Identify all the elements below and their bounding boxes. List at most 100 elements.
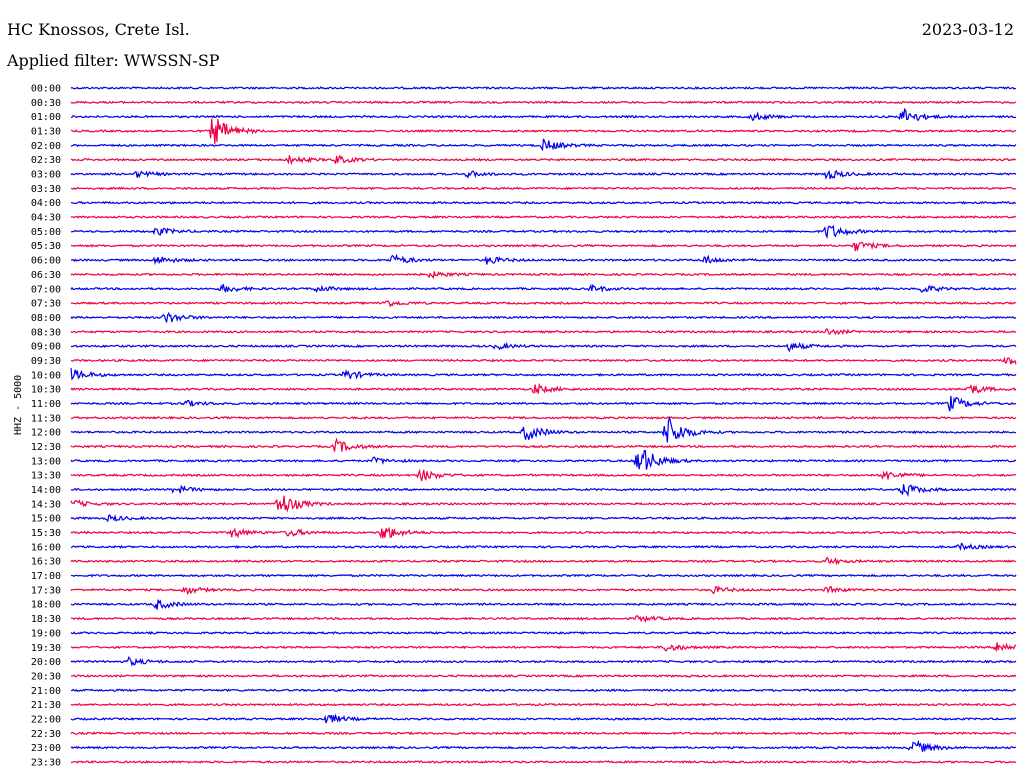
seismogram-trace <box>71 673 1017 678</box>
seismogram-trace <box>71 300 1017 308</box>
seismogram-trace <box>70 526 1017 540</box>
row-time-label: 19:00 <box>31 628 61 639</box>
row-time-label: 11:00 <box>31 399 61 410</box>
row-time-label: 04:30 <box>31 213 61 224</box>
row-time-label: 23:00 <box>31 743 61 754</box>
seismogram-trace <box>70 382 1017 394</box>
seismogram-trace <box>70 341 1017 353</box>
row-time-label: 17:30 <box>31 585 61 596</box>
seismogram-trace <box>70 585 1017 596</box>
seismogram-trace <box>70 495 1017 513</box>
row-time-label: 20:00 <box>31 657 61 668</box>
seismogram-trace <box>70 642 1016 653</box>
row-time-label: 06:00 <box>31 256 61 267</box>
seismogram-trace <box>70 468 1017 482</box>
row-time-label: 01:30 <box>31 127 61 138</box>
seismogram-trace <box>70 169 1017 180</box>
row-time-label: 03:00 <box>31 170 61 181</box>
station-title: HC Knossos, Crete Isl. <box>7 20 190 39</box>
row-time-label: 14:00 <box>31 485 61 496</box>
row-time-label: 07:30 <box>31 299 61 310</box>
seismogram-trace <box>70 614 1017 623</box>
row-time-label: 02:30 <box>31 155 61 166</box>
row-time-label: 10:00 <box>31 370 61 381</box>
seismogram-trace <box>70 688 1017 693</box>
seismogram-trace <box>70 356 1017 365</box>
row-time-label: 02:00 <box>31 141 61 152</box>
row-time-label: 08:30 <box>31 327 61 338</box>
row-time-label: 06:30 <box>31 270 61 281</box>
row-time-label: 17:00 <box>31 571 61 582</box>
row-time-label: 13:00 <box>31 456 61 467</box>
seismogram-trace <box>70 739 1017 752</box>
seismogram-trace <box>70 484 1017 497</box>
filter-label: Applied filter: WWSSN-SP <box>7 51 220 70</box>
row-time-label: 09:00 <box>31 342 61 353</box>
row-time-label: 10:30 <box>31 385 61 396</box>
row-time-label: 15:30 <box>31 528 61 539</box>
seismogram-trace <box>70 186 1017 191</box>
row-time-label: 04:00 <box>31 198 61 209</box>
seismogram-trace <box>70 713 1017 724</box>
row-time-label: 00:30 <box>31 98 61 109</box>
row-time-label: 09:30 <box>31 356 61 367</box>
seismogram-trace <box>70 542 1016 551</box>
seismogram-trace <box>70 224 1017 240</box>
row-time-label: 21:30 <box>31 700 61 711</box>
seismogram-trace <box>70 85 1017 90</box>
seismogram-trace <box>70 107 1017 121</box>
row-time-label: 05:30 <box>31 241 61 252</box>
seismogram-trace <box>70 253 1017 266</box>
row-time-label: 20:30 <box>31 671 61 682</box>
row-time-label: 16:30 <box>31 557 61 568</box>
seismogram-trace <box>70 367 1017 381</box>
seismogram-trace <box>70 283 1017 294</box>
seismogram-trace <box>70 311 1017 323</box>
seismogram-trace <box>70 556 1017 566</box>
seismogram-trace <box>70 760 1017 764</box>
seismogram-trace <box>70 215 1017 219</box>
row-time-label: 12:00 <box>31 428 61 439</box>
row-time-label: 18:00 <box>31 600 61 611</box>
date-label: 2023-03-12 <box>921 20 1014 39</box>
seismogram-trace <box>70 271 1017 280</box>
seismogram-trace <box>70 415 1017 420</box>
row-time-label: 15:00 <box>31 514 61 525</box>
seismogram-trace <box>70 599 1017 610</box>
row-time-label: 07:00 <box>31 284 61 295</box>
row-time-label: 11:30 <box>31 413 61 424</box>
seismogram-trace <box>71 154 1017 166</box>
row-time-label: 21:00 <box>31 686 61 697</box>
row-time-label: 16:00 <box>31 542 61 553</box>
seismogram-trace <box>70 200 1017 205</box>
row-time-label: 19:30 <box>31 643 61 654</box>
seismogram-trace <box>70 437 1017 452</box>
seismogram-trace <box>70 415 1017 443</box>
row-time-label: 22:30 <box>31 729 61 740</box>
seismogram-trace <box>70 395 1017 412</box>
row-time-label: 05:00 <box>31 227 61 238</box>
row-time-label: 14:30 <box>31 499 61 510</box>
seismogram-trace <box>70 630 1017 635</box>
seismogram-trace <box>70 138 1017 152</box>
seismogram-trace <box>70 328 1017 336</box>
row-time-label: 13:30 <box>31 471 61 482</box>
row-time-label: 18:30 <box>31 614 61 625</box>
seismogram-trace <box>70 513 1017 523</box>
row-time-label: 03:30 <box>31 184 61 195</box>
row-time-label: 00:00 <box>31 84 61 95</box>
seismogram-trace <box>70 241 1017 252</box>
seismogram-trace <box>70 449 1017 470</box>
row-time-label: 01:00 <box>31 112 61 123</box>
seismogram-trace <box>70 656 1017 667</box>
seismogram-trace <box>70 573 1017 578</box>
seismogram-trace <box>70 702 1016 707</box>
row-time-label: 23:30 <box>31 757 61 768</box>
seismogram-trace <box>70 118 1017 145</box>
row-time-label: 12:30 <box>31 442 61 453</box>
row-time-label: 22:00 <box>31 714 61 725</box>
row-time-label: 08:00 <box>31 313 61 324</box>
seismogram-trace <box>70 100 1017 105</box>
seismogram-trace <box>70 731 1017 736</box>
